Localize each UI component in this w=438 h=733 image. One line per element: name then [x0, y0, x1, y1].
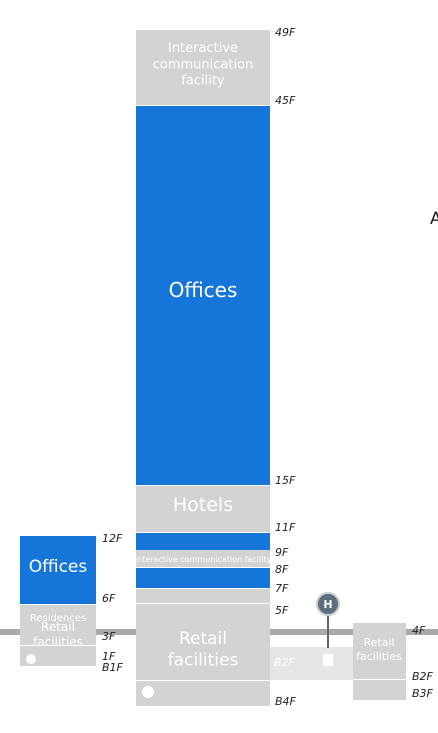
label: Offices	[169, 278, 238, 302]
parking-icon	[26, 654, 36, 664]
block	[136, 30, 270, 105]
label: A	[430, 209, 438, 229]
parking-icon	[142, 686, 154, 698]
floor-label: 7F	[275, 582, 289, 595]
floor-label: 5F	[275, 604, 289, 617]
block	[353, 623, 406, 679]
label: Retail facilities	[33, 620, 83, 649]
block	[136, 568, 270, 588]
label: Offices	[29, 557, 88, 577]
floor-label: 6F	[102, 592, 116, 605]
floor-label: 12F	[102, 532, 123, 545]
floor-label: 11F	[275, 521, 296, 534]
station	[270, 647, 354, 680]
block	[20, 646, 96, 666]
train-icon	[323, 654, 333, 666]
floor-label: B4F	[275, 695, 297, 708]
block	[136, 604, 270, 680]
label: Hotels	[173, 494, 233, 516]
block	[20, 536, 96, 604]
station-icon	[316, 592, 340, 616]
block	[136, 550, 270, 567]
label: Interactive communication facility	[135, 555, 272, 564]
floor-label: 4F	[412, 624, 426, 637]
floor-label: B2F	[412, 670, 434, 683]
floor-label: 15F	[275, 474, 296, 487]
floor-label: 49F	[275, 26, 296, 39]
floor-label: 3F	[102, 630, 116, 643]
block	[353, 680, 406, 700]
block	[136, 589, 270, 603]
block	[136, 486, 270, 532]
label: H	[323, 598, 332, 611]
floor-label: B1F	[102, 661, 124, 674]
block	[136, 681, 270, 706]
label: B2F	[274, 656, 296, 669]
label: Retail facilities	[168, 629, 239, 670]
floor-label: 1F	[102, 650, 116, 663]
floor-label: 45F	[275, 94, 296, 107]
floor-label: B3F	[412, 687, 434, 700]
block	[136, 106, 270, 485]
label: Residences	[30, 613, 86, 624]
floor-label: 9F	[275, 546, 289, 559]
block	[136, 533, 270, 550]
label: Retail facilities	[356, 636, 402, 663]
floor-label: 8F	[275, 563, 289, 576]
label: Interactive communication facility	[153, 41, 254, 89]
block	[20, 605, 96, 645]
